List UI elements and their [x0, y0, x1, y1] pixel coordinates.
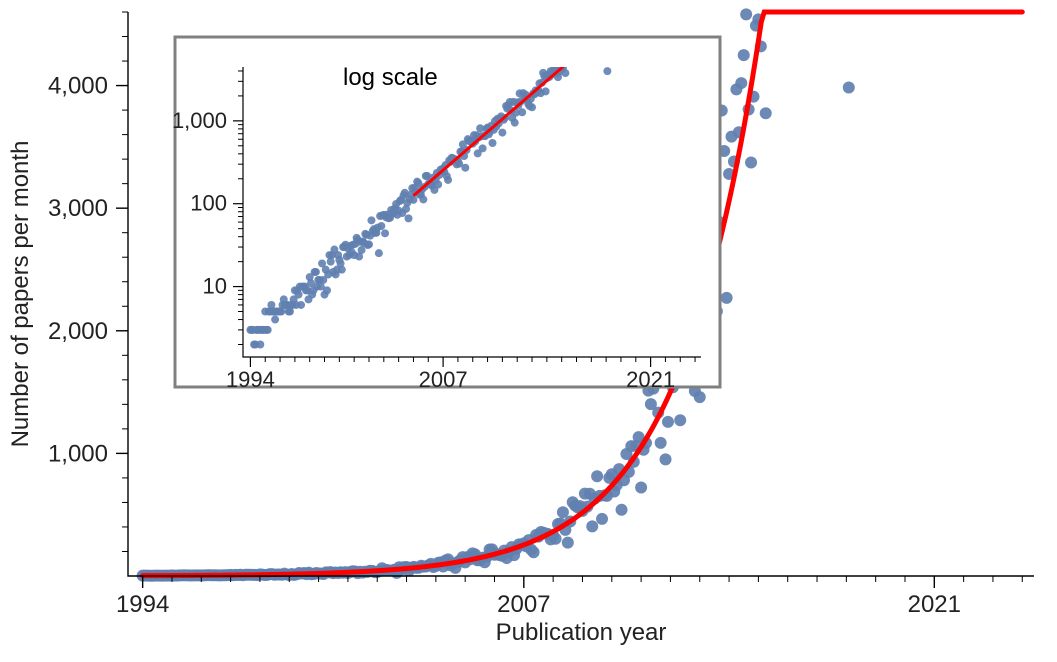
chart-root: 1994 2007 2021 Publication year 1,000 2,000 3,… — [0, 0, 1057, 662]
y-tick-label: 1,000 — [48, 440, 108, 467]
x-tick-label: 2007 — [497, 591, 550, 618]
inset-frame — [175, 37, 720, 387]
y-axis-title: Number of papers per month — [7, 141, 34, 448]
y-tick-label: 3,000 — [48, 195, 108, 222]
inset-y-tick-label: 100 — [190, 191, 227, 216]
x-axis-title: Publication year — [496, 619, 667, 646]
y-tick-label: 2,000 — [48, 318, 108, 345]
main-y-ticks: 1,000 2,000 3,000 4,000 — [48, 12, 128, 551]
x-tick-label: 2021 — [908, 591, 961, 618]
inset-x-tick-label: 1994 — [226, 367, 275, 392]
inset-y-tick-label: 1,000 — [172, 108, 227, 133]
y-tick-label: 4,000 — [48, 73, 108, 100]
chart-svg: 1994 2007 2021 Publication year 1,000 2,000 3,… — [0, 0, 1057, 662]
inset-x-tick-label: 2021 — [626, 367, 675, 392]
x-tick-label: 1994 — [116, 591, 169, 618]
inset-x-tick-label: 2007 — [419, 367, 468, 392]
main-x-ticks: 1994 2007 2021 — [116, 576, 1022, 618]
inset-y-tick-label: 10 — [203, 274, 227, 299]
inset-title: log scale — [343, 64, 438, 91]
